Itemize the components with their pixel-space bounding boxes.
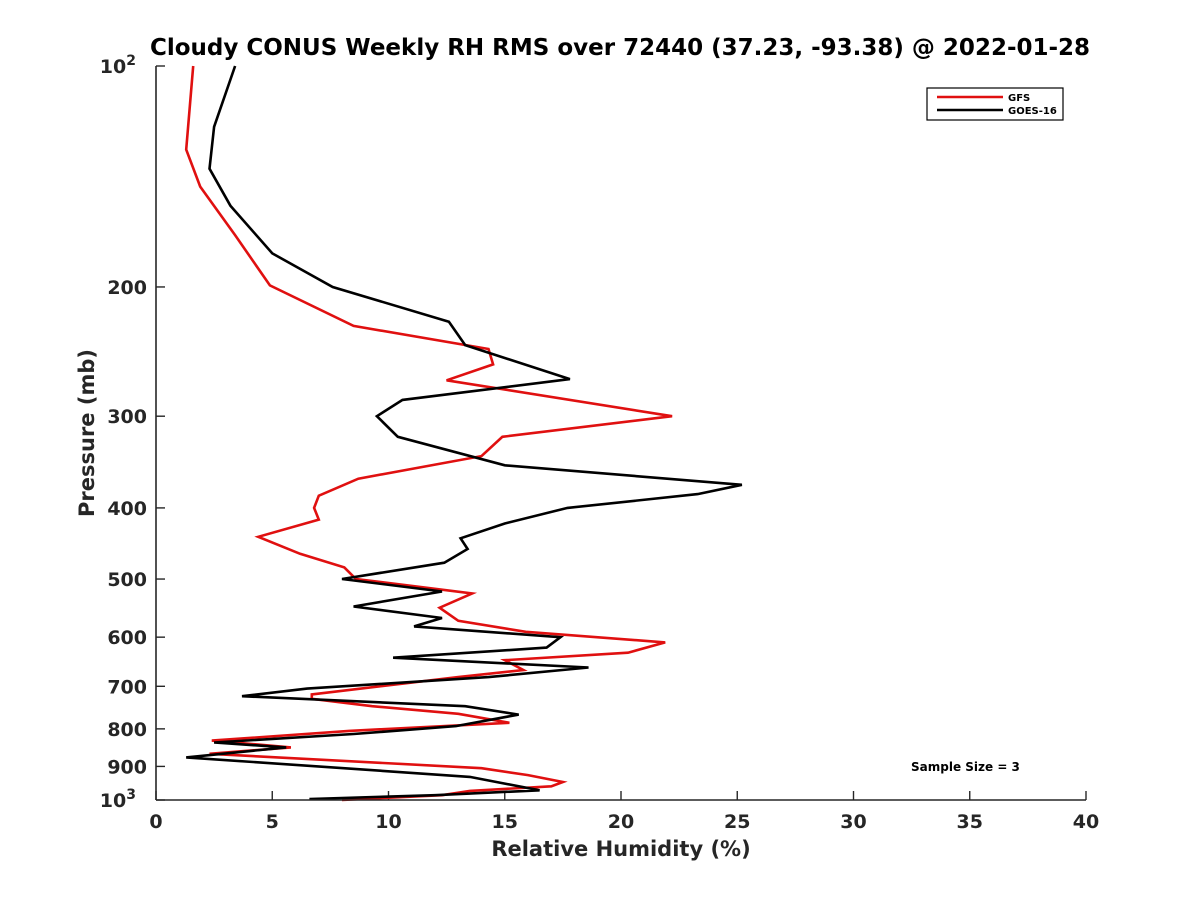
legend: GFS GOES-16 [926, 87, 1064, 121]
x-tick-label: 0 [149, 811, 162, 833]
y-tick-label: 500 [107, 569, 147, 591]
series-layer [184, 65, 743, 802]
legend-label-goes16: GOES-16 [1008, 106, 1057, 117]
x-tick-label: 35 [957, 811, 983, 833]
x-tick-label: 15 [492, 811, 518, 833]
x-axis-label: Relative Humidity (%) [491, 837, 750, 861]
y-tick-label: 600 [107, 627, 147, 649]
series-line-goes-16 [186, 65, 743, 801]
x-tick-label: 10 [375, 811, 401, 833]
y-tick-label: 102 [100, 53, 136, 78]
x-tick-label: 5 [266, 811, 279, 833]
x-tick-label: 25 [724, 811, 750, 833]
x-tick-label: 20 [608, 811, 634, 833]
legend-label-gfs: GFS [1008, 93, 1030, 104]
y-tick-label: 800 [107, 719, 147, 741]
x-axis-ticks: 0 5 10 15 20 25 30 35 40 [149, 791, 1099, 833]
x-tick-label: 30 [840, 811, 866, 833]
y-tick-label: 700 [107, 676, 147, 698]
x-tick-label: 40 [1073, 811, 1099, 833]
y-tick-label: 300 [107, 406, 147, 428]
chart-title: Cloudy CONUS Weekly RH RMS over 72440 (3… [150, 35, 1090, 61]
y-tick-label: 400 [107, 498, 147, 520]
sample-size-annotation: Sample Size = 3 [911, 760, 1020, 774]
y-tick-label: 900 [107, 756, 147, 778]
legend-box [926, 87, 1064, 121]
y-tick-label: 200 [107, 277, 147, 299]
y-axis-label: Pressure (mb) [75, 349, 99, 517]
